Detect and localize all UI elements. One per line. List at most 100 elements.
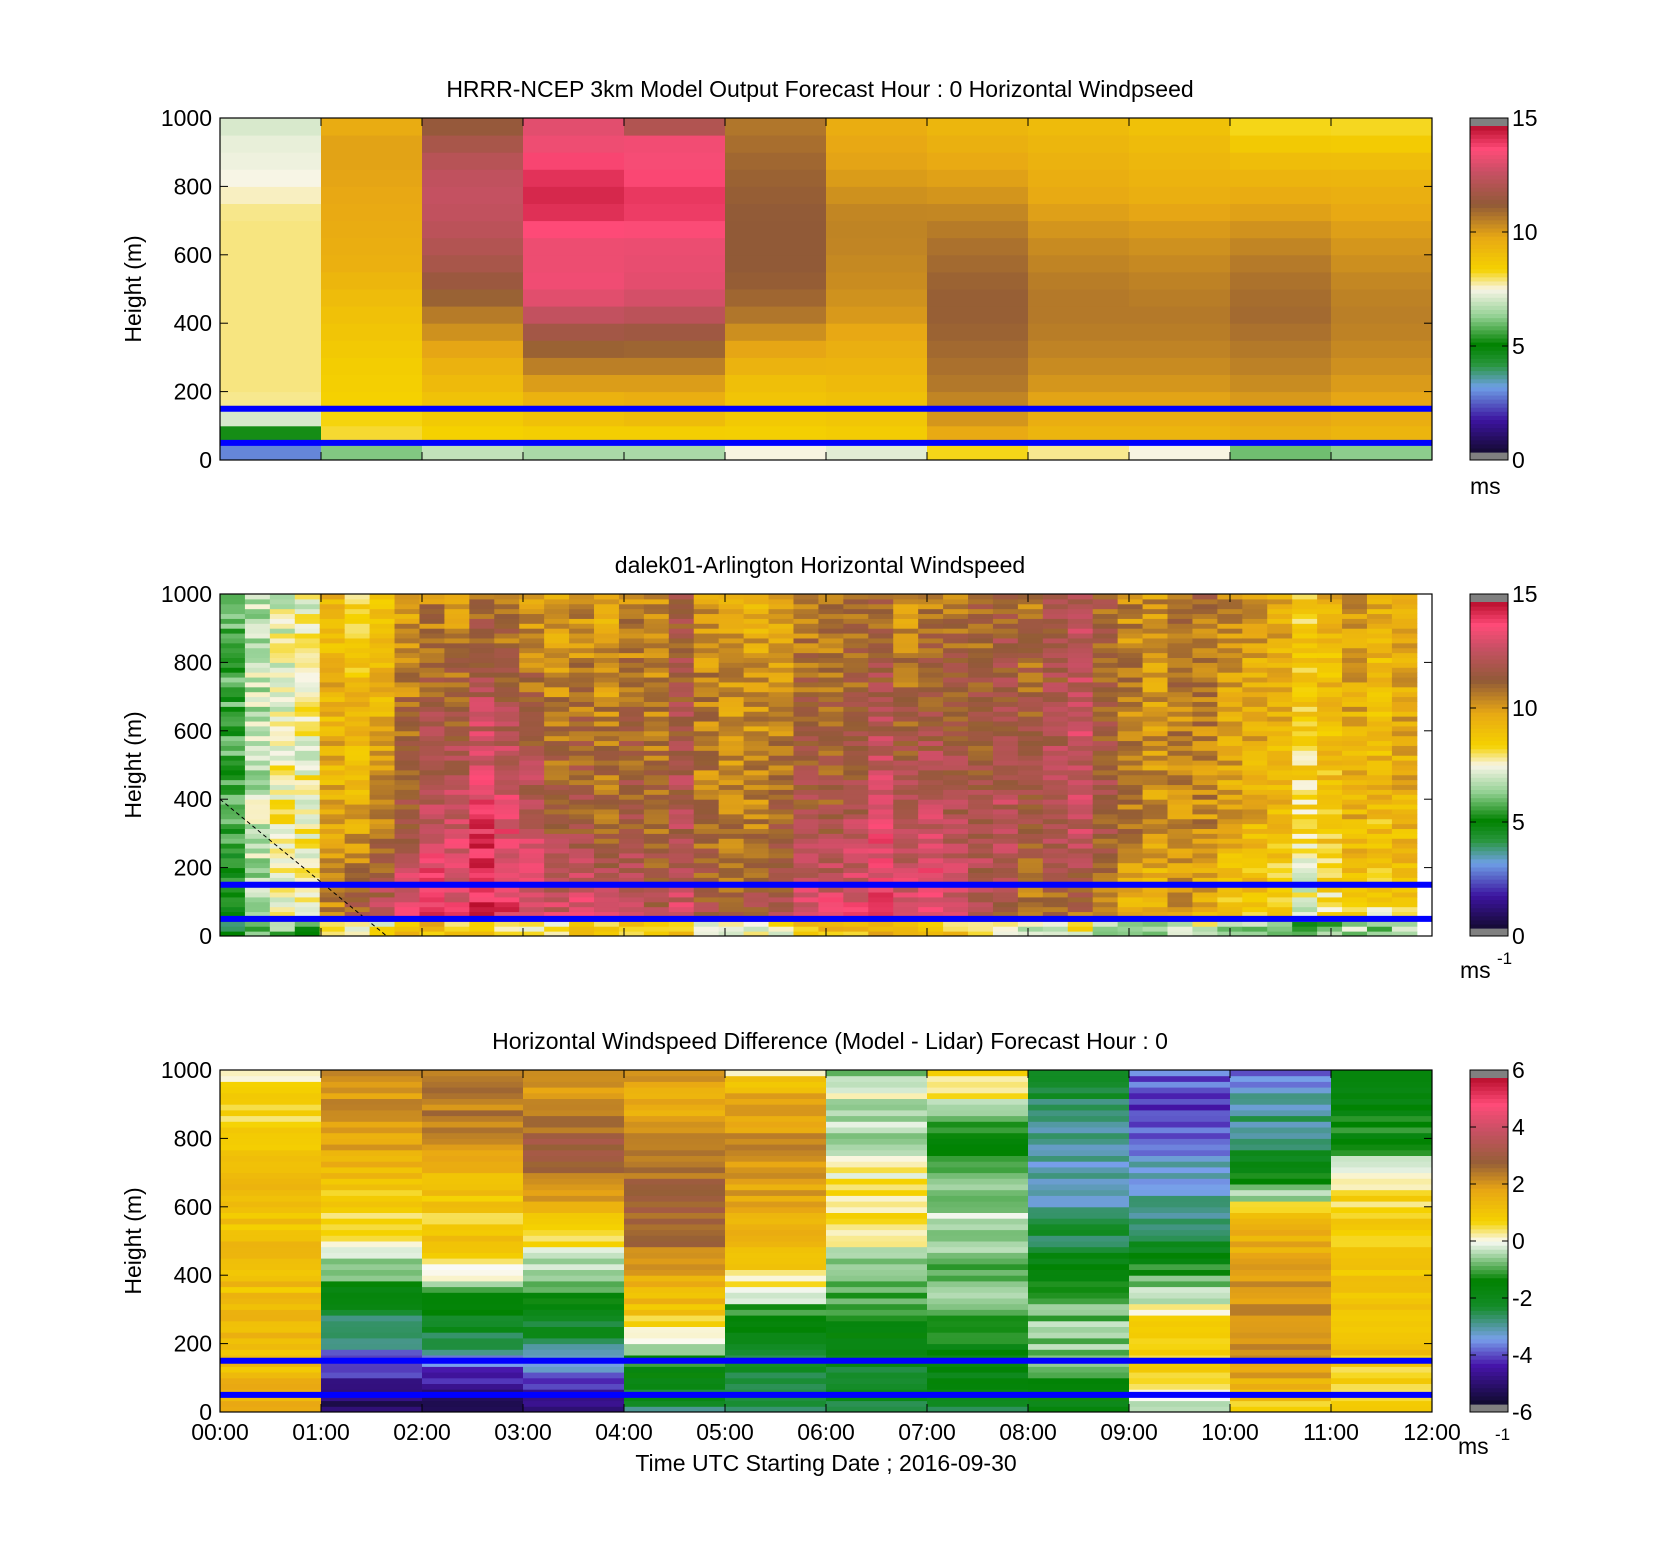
heatmap-cell: [643, 872, 670, 878]
heatmap-cell: [1342, 711, 1368, 717]
heatmap-cell: [868, 818, 894, 825]
heatmap-cell: [1017, 892, 1044, 898]
heatmap-cell: [1317, 618, 1343, 624]
heatmap-cell: [1028, 1298, 1130, 1305]
heatmap-cell: [1067, 843, 1094, 849]
heatmap-cell: [1142, 750, 1169, 756]
heatmap-cell: [220, 1075, 322, 1082]
heatmap-cell: [992, 760, 1019, 766]
heatmap-cell: [1117, 662, 1144, 668]
heatmap-cell: [1230, 1377, 1332, 1384]
colorbar-segment: [1470, 834, 1508, 839]
heatmap-cell: [1129, 237, 1231, 256]
colorbar-segment: [1470, 646, 1508, 652]
heatmap-cell: [444, 628, 470, 634]
heatmap-cell: [519, 926, 545, 932]
heatmap-cell: [544, 637, 570, 644]
heatmap-cell: [718, 642, 745, 649]
heatmap-cell: [1217, 633, 1243, 639]
heatmap-cell: [826, 374, 928, 393]
heatmap-cell: [725, 1109, 827, 1117]
heatmap-cell: [321, 1343, 423, 1350]
heatmap-cell: [1342, 848, 1368, 854]
heatmap-cell: [594, 696, 620, 702]
heatmap-cell: [992, 745, 1019, 751]
heatmap-cell: [1042, 828, 1069, 834]
colorbar-segment: [1470, 1159, 1508, 1165]
heatmap-cell: [1167, 701, 1193, 707]
heatmap-cell: [1366, 691, 1393, 698]
heatmap-cell: [693, 901, 720, 908]
heatmap-cell: [519, 647, 545, 654]
heatmap-cell: [321, 1212, 423, 1219]
heatmap-cell: [1230, 1372, 1332, 1379]
heatmap-cell: [1342, 765, 1368, 771]
heatmap-cell: [768, 613, 794, 619]
heatmap-cell: [768, 603, 794, 610]
heatmap-cell: [344, 862, 371, 869]
colorbar-segment: [1470, 866, 1508, 872]
heatmap-cell: [594, 760, 620, 766]
heatmap-cell: [843, 603, 869, 610]
heatmap-cell: [1317, 838, 1343, 844]
heatmap-cell: [992, 672, 1019, 678]
heatmap-cell: [793, 647, 819, 654]
heatmap-cell: [927, 391, 1029, 410]
heatmap-cell: [793, 804, 819, 810]
heatmap-cell: [422, 1269, 524, 1276]
heatmap-cell: [725, 1098, 827, 1105]
heatmap-cell: [220, 1298, 322, 1305]
heatmap-cell: [1142, 642, 1169, 649]
heatmap-cell: [743, 818, 770, 825]
heatmap-cell: [594, 877, 620, 883]
heatmap-cell: [1230, 135, 1332, 153]
heatmap-cell: [594, 804, 620, 810]
heatmap-cell: [344, 647, 371, 654]
heatmap-cell: [968, 662, 994, 668]
heatmap-cell: [1230, 1098, 1332, 1105]
heatmap-cell: [494, 667, 520, 673]
heatmap-cell: [469, 686, 495, 693]
heatmap-cell: [868, 672, 894, 678]
heatmap-cell: [1142, 828, 1169, 834]
heatmap-cell: [624, 1092, 726, 1099]
heatmap-cell: [918, 623, 944, 629]
heatmap-cell: [624, 1235, 726, 1242]
heatmap-cell: [1267, 896, 1293, 903]
colorbar-segment: [1470, 138, 1508, 143]
heatmap-cell: [594, 765, 620, 771]
heatmap-cell: [369, 848, 396, 854]
heatmap-cell: [826, 1087, 928, 1094]
y-tick-label: 200: [174, 1331, 212, 1357]
colorbar-tick-label: -6: [1512, 1399, 1532, 1425]
heatmap-cell: [422, 1127, 524, 1134]
heatmap-cell: [768, 745, 794, 751]
heatmap-cell: [968, 740, 994, 746]
heatmap-cell: [768, 657, 794, 663]
heatmap-cell: [220, 906, 246, 913]
heatmap-cell: [244, 760, 271, 766]
heatmap-cell: [344, 691, 371, 698]
heatmap-cell: [369, 784, 396, 790]
heatmap-cell: [927, 1309, 1029, 1316]
heatmap-cell: [826, 1155, 928, 1162]
heatmap-cell: [319, 779, 346, 786]
heatmap-cell: [1292, 672, 1318, 678]
heatmap-cell: [992, 633, 1019, 639]
heatmap-cell: [422, 1258, 524, 1265]
heatmap-cell: [943, 681, 969, 688]
heatmap-cell: [344, 872, 371, 878]
heatmap-cell: [1292, 603, 1318, 610]
heatmap-cell: [643, 887, 670, 893]
heatmap-cell: [519, 696, 545, 702]
heatmap-cell: [818, 760, 844, 766]
heatmap-cell: [1017, 921, 1044, 927]
heatmap-cell: [220, 730, 246, 737]
model-output-panel: HRRR-NCEP 3km Model Output Forecast Hour…: [120, 76, 1538, 499]
heatmap-cell: [1242, 628, 1268, 634]
heatmap-cell: [1267, 774, 1293, 781]
heatmap-cell: [569, 721, 595, 727]
heatmap-cell: [244, 662, 271, 668]
heatmap-cell: [1292, 711, 1318, 717]
colorbar-segment: [1470, 1342, 1508, 1348]
